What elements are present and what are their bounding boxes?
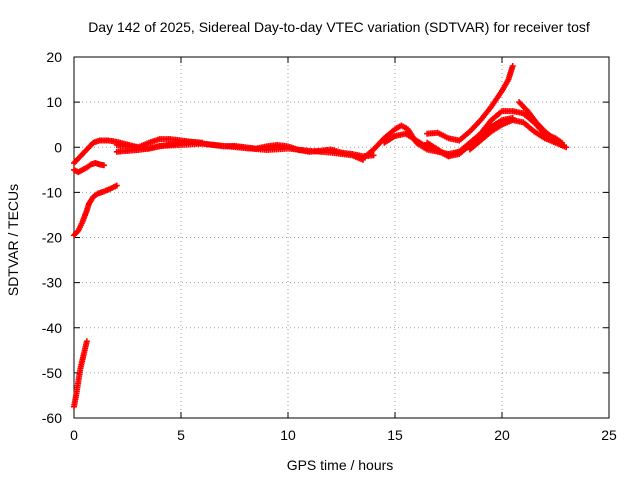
x-tick-label: 10 (280, 427, 296, 443)
data-point (370, 152, 377, 159)
series-track-3 (71, 160, 107, 176)
axis-ticks: 0 5 10 15 20 25 -60 -50 -40 -30 -20 -10 0 10 20 (42, 49, 617, 443)
series-track-2 (71, 182, 120, 239)
x-tick-label: 0 (70, 427, 78, 443)
data-point (83, 338, 90, 345)
data-point (558, 141, 565, 148)
data-point (100, 162, 107, 169)
data-point (113, 182, 120, 189)
series-track-6 (113, 140, 366, 163)
chart-title: Day 142 of 2025, Sidereal Day-to-day VTE… (88, 19, 590, 35)
x-tick-label: 5 (177, 427, 185, 443)
data-series (71, 63, 570, 410)
y-tick-label: -30 (42, 275, 62, 291)
y-tick-label: -60 (42, 410, 62, 426)
y-tick-label: 0 (54, 139, 62, 155)
y-tick-label: -40 (42, 320, 62, 336)
x-tick-label: 20 (494, 427, 510, 443)
series-track-12 (516, 99, 565, 148)
y-axis-label: SDTVAR / TECUs (5, 184, 21, 296)
y-tick-label: -10 (42, 184, 62, 200)
x-tick-label: 15 (387, 427, 403, 443)
y-tick-label: -20 (42, 230, 62, 246)
x-tick-label: 25 (601, 427, 617, 443)
y-tick-label: -50 (42, 365, 62, 381)
data-point (563, 144, 570, 151)
y-tick-label: 10 (46, 94, 62, 110)
series-track-9 (424, 63, 516, 144)
data-point (509, 63, 516, 70)
x-axis-label: GPS time / hours (287, 457, 394, 473)
y-tick-label: 20 (46, 49, 62, 65)
series-track-1 (71, 338, 90, 410)
grid (74, 57, 609, 418)
